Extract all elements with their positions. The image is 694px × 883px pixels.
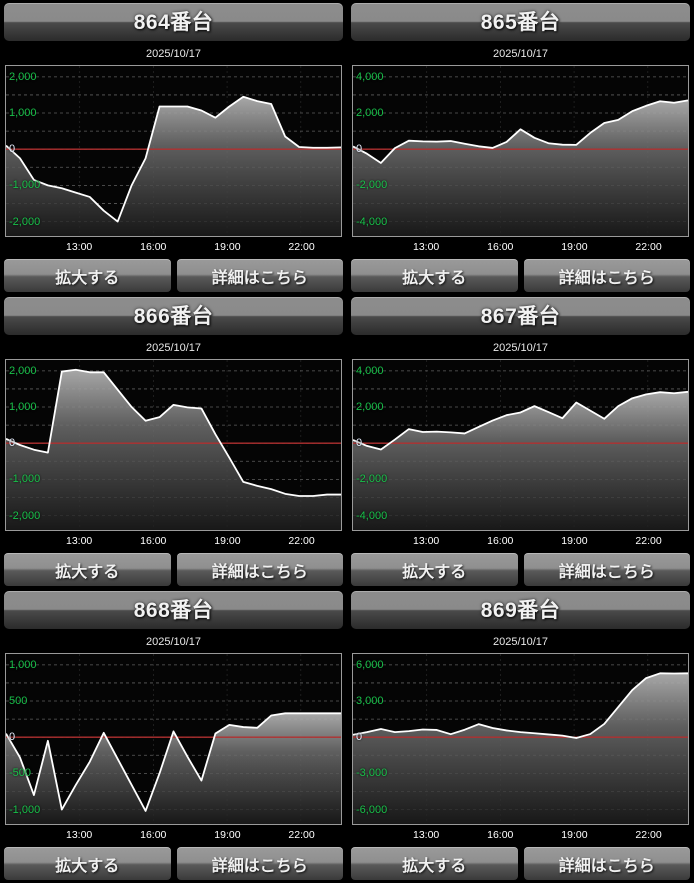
x-tick-label: 13:00 xyxy=(412,241,440,253)
x-tick-label: 16:00 xyxy=(140,535,167,547)
x-tick-label: 22:00 xyxy=(288,241,315,253)
chart-svg xyxy=(6,360,341,530)
chart-date: 2025/10/17 xyxy=(492,48,549,60)
panel-title: 865番台 xyxy=(480,10,561,34)
x-tick-label: 22:00 xyxy=(288,829,315,841)
x-tick-label: 19:00 xyxy=(561,829,588,841)
x-tick-label: 19:00 xyxy=(561,535,588,547)
chart-svg xyxy=(6,654,341,824)
panel-button-row: 拡大する 詳細はこちら xyxy=(4,259,343,292)
x-tick-label: 13:00 xyxy=(412,535,440,547)
detail-button[interactable]: 詳細はこちら xyxy=(523,553,690,586)
x-tick-label: 22:00 xyxy=(635,535,662,547)
zoom-button[interactable]: 拡大する xyxy=(4,847,171,880)
panel-title-bar: 864番台 xyxy=(4,3,343,41)
x-tick-label: 13:00 xyxy=(65,829,93,841)
x-tick-label: 16:00 xyxy=(487,535,514,547)
chart-panel-866番台: 866番台 2025/10/17 2,000 1,000 0 -1,000 -2,000… xyxy=(0,294,347,588)
chart-panel-869番台: 869番台 2025/10/17 6,000 3,000 0 -3,000 -6,000… xyxy=(347,588,694,883)
panel-button-row: 拡大する 詳細はこちら xyxy=(351,847,690,880)
detail-button[interactable]: 詳細はこちら xyxy=(523,259,690,292)
panel-button-row: 拡大する 詳細はこちら xyxy=(351,553,690,586)
chart-svg xyxy=(6,66,341,236)
panel-title: 866番台 xyxy=(133,304,214,328)
x-tick-label: 13:00 xyxy=(65,535,93,547)
x-axis-labels: 13:00 16:00 19:00 22:00 xyxy=(352,237,689,255)
detail-button[interactable]: 詳細はこちら xyxy=(176,847,343,880)
x-tick-label: 16:00 xyxy=(487,241,514,253)
chart-area[interactable]: 4,000 2,000 0 -2,000 -4,000 xyxy=(352,65,689,237)
zoom-button[interactable]: 拡大する xyxy=(351,847,518,880)
panel-title: 869番台 xyxy=(480,598,561,622)
zoom-button[interactable]: 拡大する xyxy=(351,553,518,586)
chart-date: 2025/10/17 xyxy=(145,48,202,60)
x-tick-label: 13:00 xyxy=(65,241,93,253)
x-tick-label: 19:00 xyxy=(214,241,241,253)
chart-panel-867番台: 867番台 2025/10/17 4,000 2,000 0 -2,000 -4,000… xyxy=(347,294,694,588)
x-axis-labels: 13:00 16:00 19:00 22:00 xyxy=(352,531,689,549)
x-tick-label: 16:00 xyxy=(140,241,167,253)
chart-date: 2025/10/17 xyxy=(145,636,202,648)
x-tick-label: 22:00 xyxy=(635,829,662,841)
x-tick-label: 19:00 xyxy=(214,535,241,547)
detail-button[interactable]: 詳細はこちら xyxy=(176,553,343,586)
x-axis-labels: 13:00 16:00 19:00 22:00 xyxy=(5,825,342,843)
chart-area[interactable]: 2,000 1,000 0 -1,000 -2,000 xyxy=(5,65,342,237)
panel-title-bar: 868番台 xyxy=(4,591,343,629)
panel-button-row: 拡大する 詳細はこちら xyxy=(4,553,343,586)
panel-title-bar: 866番台 xyxy=(4,297,343,335)
x-tick-label: 19:00 xyxy=(561,241,588,253)
chart-panel-864番台: 864番台 2025/10/17 2,000 1,000 0 -1,000 -2,000… xyxy=(0,0,347,294)
panel-button-row: 拡大する 詳細はこちら xyxy=(351,259,690,292)
chart-date: 2025/10/17 xyxy=(492,636,549,648)
zoom-button[interactable]: 拡大する xyxy=(4,259,171,292)
chart-area[interactable]: 2,000 1,000 0 -1,000 -2,000 xyxy=(5,359,342,531)
x-axis-labels: 13:00 16:00 19:00 22:00 xyxy=(352,825,689,843)
x-tick-label: 22:00 xyxy=(635,241,662,253)
chart-panel-868番台: 868番台 2025/10/17 1,000 500 0 -500 -1,000 13:… xyxy=(0,588,347,883)
x-tick-label: 13:00 xyxy=(412,829,440,841)
chart-svg xyxy=(353,654,688,824)
chart-svg xyxy=(353,360,688,530)
x-axis-labels: 13:00 16:00 19:00 22:00 xyxy=(5,531,342,549)
panel-title: 867番台 xyxy=(480,304,561,328)
chart-date: 2025/10/17 xyxy=(492,342,549,354)
panel-button-row: 拡大する 詳細はこちら xyxy=(4,847,343,880)
detail-button[interactable]: 詳細はこちら xyxy=(523,847,690,880)
chart-svg xyxy=(353,66,688,236)
zoom-button[interactable]: 拡大する xyxy=(351,259,518,292)
zoom-button[interactable]: 拡大する xyxy=(4,553,171,586)
panel-title: 868番台 xyxy=(133,598,214,622)
x-tick-label: 19:00 xyxy=(214,829,241,841)
chart-area[interactable]: 6,000 3,000 0 -3,000 -6,000 xyxy=(352,653,689,825)
panel-title-bar: 869番台 xyxy=(351,591,690,629)
chart-panel-865番台: 865番台 2025/10/17 4,000 2,000 0 -2,000 -4,000… xyxy=(347,0,694,294)
panel-title: 864番台 xyxy=(133,10,214,34)
panel-title-bar: 865番台 xyxy=(351,3,690,41)
x-axis-labels: 13:00 16:00 19:00 22:00 xyxy=(5,237,342,255)
detail-button[interactable]: 詳細はこちら xyxy=(176,259,343,292)
chart-date: 2025/10/17 xyxy=(145,342,202,354)
panel-title-bar: 867番台 xyxy=(351,297,690,335)
x-tick-label: 22:00 xyxy=(288,535,315,547)
x-tick-label: 16:00 xyxy=(140,829,167,841)
chart-area[interactable]: 4,000 2,000 0 -2,000 -4,000 xyxy=(352,359,689,531)
x-tick-label: 16:00 xyxy=(487,829,514,841)
chart-area[interactable]: 1,000 500 0 -500 -1,000 xyxy=(5,653,342,825)
